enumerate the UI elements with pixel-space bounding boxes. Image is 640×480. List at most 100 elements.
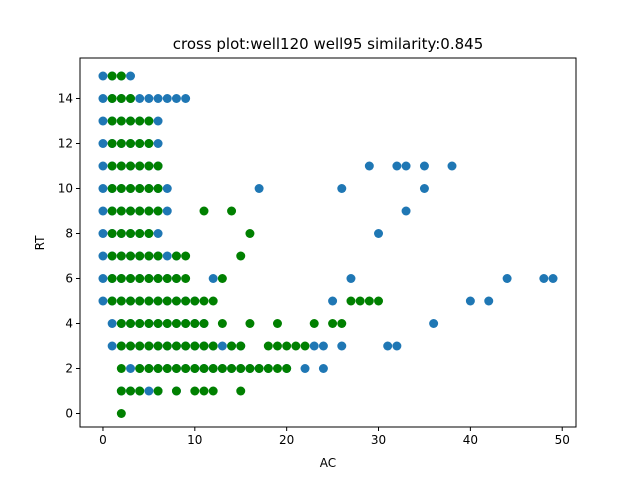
data-point [254, 184, 264, 193]
data-point [374, 229, 384, 238]
points-layer [98, 71, 558, 418]
data-point [116, 319, 126, 328]
data-point [401, 206, 411, 216]
data-point [98, 94, 108, 103]
data-point [346, 296, 356, 306]
y-tick-label: 2 [65, 362, 73, 376]
data-point [107, 94, 117, 103]
data-point [190, 364, 200, 373]
data-point [272, 364, 282, 373]
data-point [162, 319, 172, 328]
data-point [153, 184, 163, 193]
data-point [419, 184, 429, 193]
data-point [153, 229, 163, 238]
data-point [153, 386, 163, 396]
data-point [208, 296, 218, 306]
data-point [116, 71, 126, 81]
data-point [98, 139, 108, 148]
data-point [208, 341, 218, 351]
data-point [217, 341, 227, 351]
data-point [171, 94, 181, 103]
data-point [135, 251, 145, 261]
data-point [502, 274, 512, 283]
data-point [98, 274, 108, 283]
data-point [116, 386, 126, 396]
data-point [135, 229, 145, 238]
data-point [126, 139, 136, 148]
data-point [465, 296, 475, 306]
data-point [126, 94, 136, 103]
data-point [126, 71, 136, 81]
data-point [107, 319, 117, 328]
data-point [162, 94, 172, 103]
data-point [162, 341, 172, 351]
data-point [190, 386, 200, 396]
chart-title: cross plot:well120 well95 similarity:0.8… [173, 35, 484, 53]
data-point [208, 274, 218, 283]
data-point [116, 229, 126, 238]
data-point [181, 94, 191, 103]
data-point [162, 274, 172, 283]
data-point [135, 341, 145, 351]
data-point [364, 296, 374, 306]
y-tick-label: 12 [58, 137, 73, 151]
data-point [116, 139, 126, 148]
data-point [153, 161, 163, 171]
y-axis-label: RT [33, 235, 47, 250]
data-point [254, 364, 264, 373]
data-point [392, 161, 402, 171]
x-axis-label: AC [320, 456, 336, 470]
data-point [162, 364, 172, 373]
data-point [199, 386, 209, 396]
data-point [181, 341, 191, 351]
data-point [337, 341, 347, 351]
data-point [190, 319, 200, 328]
data-point [98, 229, 108, 238]
data-point [199, 206, 209, 216]
data-point [429, 319, 439, 328]
data-point [447, 161, 457, 171]
data-point [126, 364, 136, 373]
y-tick-label: 10 [58, 182, 73, 196]
data-point [153, 364, 163, 373]
x-axis-ticks: 0 10 20 30 40 50 [99, 427, 570, 447]
data-point [392, 341, 402, 351]
data-point [98, 296, 108, 306]
data-point [116, 251, 126, 261]
data-point [116, 116, 126, 126]
data-point [153, 206, 163, 216]
data-point [107, 206, 117, 216]
data-point [272, 319, 282, 328]
data-point [318, 364, 328, 373]
data-point [107, 184, 117, 193]
data-point [144, 274, 154, 283]
data-point [107, 274, 117, 283]
data-point [153, 116, 163, 126]
data-point [107, 251, 117, 261]
data-point [153, 341, 163, 351]
data-point [116, 409, 126, 418]
data-point [144, 139, 154, 148]
data-point [144, 161, 154, 171]
data-point [291, 341, 301, 351]
data-point [153, 251, 163, 261]
data-point [107, 229, 117, 238]
data-point [171, 319, 181, 328]
series-1 [107, 71, 384, 418]
data-point [171, 251, 181, 261]
data-point [144, 319, 154, 328]
data-point [236, 364, 246, 373]
x-tick-label: 10 [187, 433, 202, 447]
data-point [153, 94, 163, 103]
data-point [484, 296, 494, 306]
data-point [300, 364, 310, 373]
data-point [364, 161, 374, 171]
x-tick-label: 40 [463, 433, 478, 447]
data-point [135, 386, 145, 396]
data-point [135, 319, 145, 328]
data-point [126, 206, 136, 216]
data-point [272, 341, 282, 351]
data-point [144, 341, 154, 351]
data-point [144, 296, 154, 306]
